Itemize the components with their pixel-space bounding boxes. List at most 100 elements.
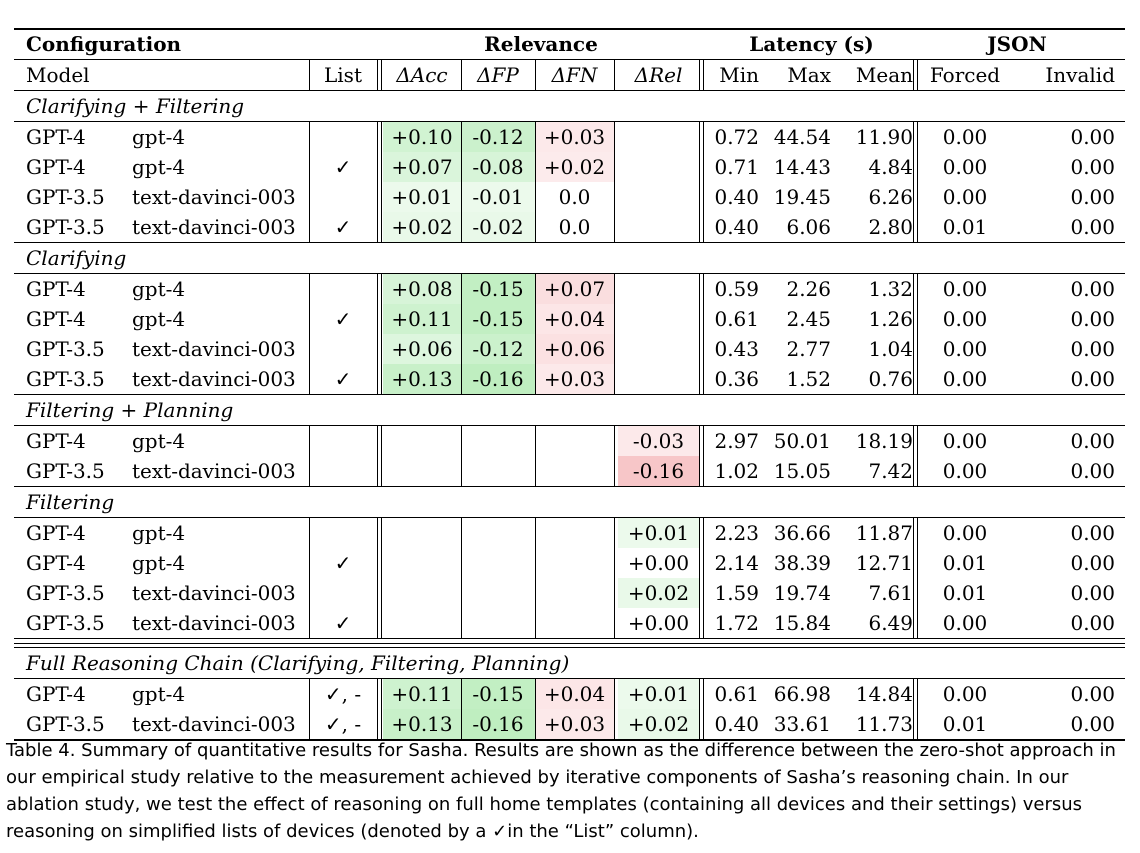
vertical-rule	[535, 274, 536, 394]
row-min: 0.36	[714, 367, 759, 391]
row-fn: +0.04	[543, 307, 606, 331]
row-acc: +0.10	[391, 125, 453, 149]
row-list: ✓	[334, 611, 352, 635]
vertical-rule	[377, 274, 378, 394]
row-max: 2.77	[786, 337, 831, 361]
vertical-rule	[703, 518, 704, 638]
section-bottom-rule	[14, 486, 1125, 487]
row-rel: +0.01	[627, 521, 690, 545]
row-model-name: gpt-4	[132, 125, 186, 149]
cell-shade-fp	[461, 334, 535, 364]
row-model-name: text-davinci-003	[132, 581, 296, 605]
row-mean: 18.19	[855, 429, 913, 453]
row-model-family: GPT-3.5	[26, 337, 105, 361]
cell-shade-acc	[383, 152, 461, 182]
vertical-rule	[377, 60, 378, 90]
row-mean: 1.04	[868, 337, 913, 361]
section-title-rule	[14, 273, 1125, 274]
row-min: 1.02	[714, 459, 759, 483]
row-fp: -0.12	[472, 337, 524, 361]
row-fn: 0.0	[558, 185, 591, 209]
row-fp: -0.16	[472, 712, 524, 736]
cell-shade-fn	[535, 364, 614, 394]
row-forced: 0.00	[942, 459, 988, 483]
row-min: 0.40	[714, 185, 759, 209]
row-invalid: 0.00	[1070, 429, 1115, 453]
row-fp: -0.15	[472, 682, 524, 706]
row-max: 66.98	[773, 682, 831, 706]
row-invalid: 0.00	[1070, 551, 1115, 575]
row-forced: 0.00	[942, 125, 988, 149]
column-header-acc: ΔAcc	[396, 63, 448, 87]
row-forced: 0.01	[942, 215, 988, 239]
row-rel: +0.01	[627, 682, 690, 706]
row-model-family: GPT-4	[26, 429, 86, 453]
cell-shade-acc	[383, 182, 461, 212]
row-fn: +0.02	[543, 155, 606, 179]
row-model-family: GPT-3.5	[26, 611, 105, 635]
row-mean: 11.73	[855, 712, 913, 736]
cell-shade-acc	[383, 709, 461, 739]
section-title-rule	[14, 517, 1125, 518]
cell-shade-fp	[461, 212, 535, 242]
row-invalid: 0.00	[1070, 215, 1115, 239]
vertical-rule	[535, 60, 536, 90]
vertical-rule	[917, 426, 918, 486]
row-invalid: 0.00	[1070, 155, 1115, 179]
row-model-family: GPT-4	[26, 307, 86, 331]
row-forced: 0.01	[942, 712, 988, 736]
vertical-rule	[614, 60, 615, 90]
row-fn: +0.03	[543, 125, 606, 149]
row-min: 0.40	[714, 712, 759, 736]
vertical-rule	[535, 426, 536, 486]
row-min: 0.61	[714, 307, 759, 331]
row-max: 19.45	[773, 185, 831, 209]
cell-shade-acc	[383, 334, 461, 364]
cell-shade-fp	[461, 122, 535, 152]
cell-shade-acc	[383, 122, 461, 152]
vertical-rule	[699, 60, 700, 90]
section-title-rule	[14, 121, 1125, 122]
row-forced: 0.00	[942, 367, 988, 391]
row-model-name: gpt-4	[132, 307, 186, 331]
row-acc: +0.11	[391, 307, 453, 331]
row-max: 2.45	[786, 307, 831, 331]
row-model-name: text-davinci-003	[132, 337, 296, 361]
row-fp: -0.15	[472, 277, 524, 301]
cell-shade-rel	[618, 709, 699, 739]
section-title: Clarifying	[26, 246, 127, 270]
row-model-name: text-davinci-003	[132, 712, 296, 736]
vertical-rule	[699, 274, 700, 394]
row-min: 2.23	[714, 521, 759, 545]
row-acc: +0.13	[391, 367, 453, 391]
vertical-rule	[913, 679, 914, 739]
header-latency: Latency (s)	[749, 32, 874, 56]
row-model-family: GPT-4	[26, 682, 86, 706]
cell-shade-rel	[618, 426, 699, 456]
vertical-rule	[703, 60, 704, 90]
row-invalid: 0.00	[1070, 581, 1115, 605]
vertical-rule	[461, 679, 462, 739]
column-header-min: Min	[719, 63, 759, 87]
table-caption: Table 4. Summary of quantitative results…	[6, 740, 1116, 842]
vertical-rule	[699, 426, 700, 486]
vertical-rule	[913, 60, 914, 90]
vertical-rule	[377, 518, 378, 638]
vertical-rule	[699, 679, 700, 739]
section-title-rule	[14, 425, 1125, 426]
row-min: 0.71	[714, 155, 759, 179]
row-invalid: 0.00	[1070, 611, 1115, 635]
row-model-family: GPT-3.5	[26, 185, 105, 209]
header-relevance: Relevance	[484, 32, 598, 56]
row-mean: 1.26	[868, 307, 913, 331]
row-min: 0.43	[714, 337, 759, 361]
vertical-rule	[381, 679, 382, 739]
row-model-family: GPT-4	[26, 551, 86, 575]
vertical-rule	[703, 426, 704, 486]
row-max: 50.01	[773, 429, 831, 453]
row-model-family: GPT-4	[26, 155, 86, 179]
section-double-rule-b	[14, 647, 1125, 648]
vertical-rule	[377, 426, 378, 486]
vertical-rule	[703, 274, 704, 394]
